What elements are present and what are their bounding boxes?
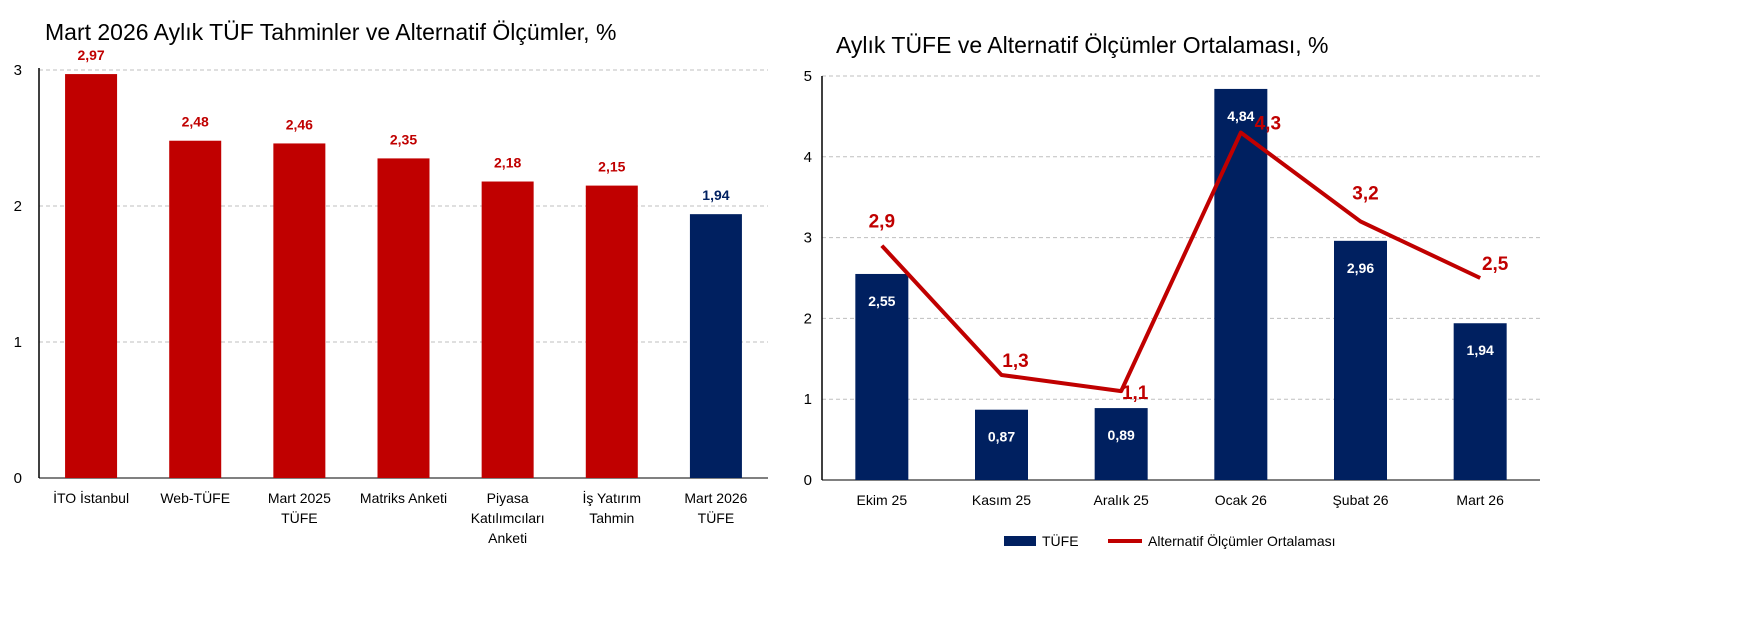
bar [481, 181, 534, 478]
bar-data-label: 2,96 [1347, 260, 1374, 276]
line-data-label: 1,1 [1122, 383, 1149, 404]
x-tick-label: İTO İstanbul [53, 489, 129, 506]
bar [1214, 88, 1268, 480]
bar [855, 273, 909, 480]
x-tick-label: Web-TÜFE [160, 489, 230, 506]
bar [273, 143, 326, 478]
x-tick-label: Tahmin [589, 510, 634, 526]
bar [975, 409, 1028, 480]
x-tick-label: Mart 2025 [268, 490, 331, 506]
bar [1094, 408, 1148, 480]
y-tick-label: 1 [14, 334, 22, 351]
bar [1453, 323, 1507, 480]
data-label: 2,15 [598, 159, 625, 175]
x-tick-label: Katılımcıları [471, 510, 545, 526]
bar [689, 214, 742, 478]
bar-data-label: 0,89 [1108, 427, 1135, 443]
line-data-label: 1,3 [1002, 351, 1028, 372]
x-tick-label: Kasım 25 [972, 492, 1031, 508]
right-chart-title: Aylık TÜFE ve Alternatif Ölçümler Ortala… [836, 32, 1329, 58]
legend-label: TÜFE [1042, 532, 1079, 549]
y-tick-label: 3 [14, 62, 22, 79]
x-tick-label: Aralık 25 [1094, 492, 1149, 508]
y-tick-label: 4 [804, 149, 812, 166]
right-chart: 0 1 2 3 4 5 2,55 Ekim 25 0,87 Kasım 25 0,89 Aralık … [804, 68, 1540, 549]
y-tick-label: 1 [804, 391, 812, 408]
left-chart-title: Mart 2026 Aylık TÜF Tahminler ve Alterna… [45, 19, 616, 45]
y-tick-label: 2 [804, 310, 812, 327]
line-series [880, 130, 1482, 394]
x-tick-label: Ocak 26 [1215, 492, 1267, 508]
legend-swatch-bar [1004, 536, 1036, 546]
legend-label: Alternatif Ölçümler Ortalaması [1148, 532, 1336, 549]
x-tick-label: Anketi [488, 530, 527, 546]
line-data-label: 3,2 [1352, 183, 1378, 204]
bar-data-label: 2,55 [868, 293, 895, 309]
data-label: 2,18 [494, 155, 521, 171]
data-label: 2,97 [77, 47, 104, 63]
data-label: 2,46 [286, 116, 313, 132]
bar [585, 185, 638, 478]
y-tick-label: 0 [804, 472, 812, 489]
data-label: 1,94 [702, 187, 729, 203]
bar [377, 158, 430, 478]
line-data-label: 4,3 [1255, 114, 1281, 135]
bar-data-label: 1,94 [1467, 342, 1494, 358]
x-tick-label: TÜFE [281, 509, 318, 526]
x-tick-label: Mart 2026 [684, 490, 747, 506]
y-tick-label: 0 [14, 470, 22, 487]
x-tick-label: Şubat 26 [1332, 492, 1388, 508]
x-tick-label: Mart 26 [1456, 492, 1504, 508]
y-tick-label: 3 [804, 230, 812, 247]
line-data-label: 2,5 [1482, 254, 1509, 275]
bar [65, 74, 118, 478]
line-data-label: 2,9 [869, 212, 895, 233]
bar-data-label: 4,84 [1227, 108, 1254, 124]
data-label: 2,35 [390, 131, 417, 147]
bar [169, 140, 222, 478]
y-tick-label: 2 [14, 198, 22, 215]
left-chart: 0 1 2 3 2,97 İTO İstanbul 2,48 Web-TÜFE 2,46 Mart… [14, 47, 768, 546]
bar [1334, 240, 1387, 480]
x-tick-label: TÜFE [698, 509, 735, 526]
bar-data-label: 0,87 [988, 429, 1015, 445]
y-tick-label: 5 [804, 68, 812, 85]
x-tick-label: İş Yatırım [582, 489, 641, 506]
x-tick-label: Matriks Anketi [360, 490, 447, 506]
x-tick-label: Piyasa [487, 490, 529, 506]
data-label: 2,48 [182, 114, 209, 130]
x-tick-label: Ekim 25 [857, 492, 908, 508]
